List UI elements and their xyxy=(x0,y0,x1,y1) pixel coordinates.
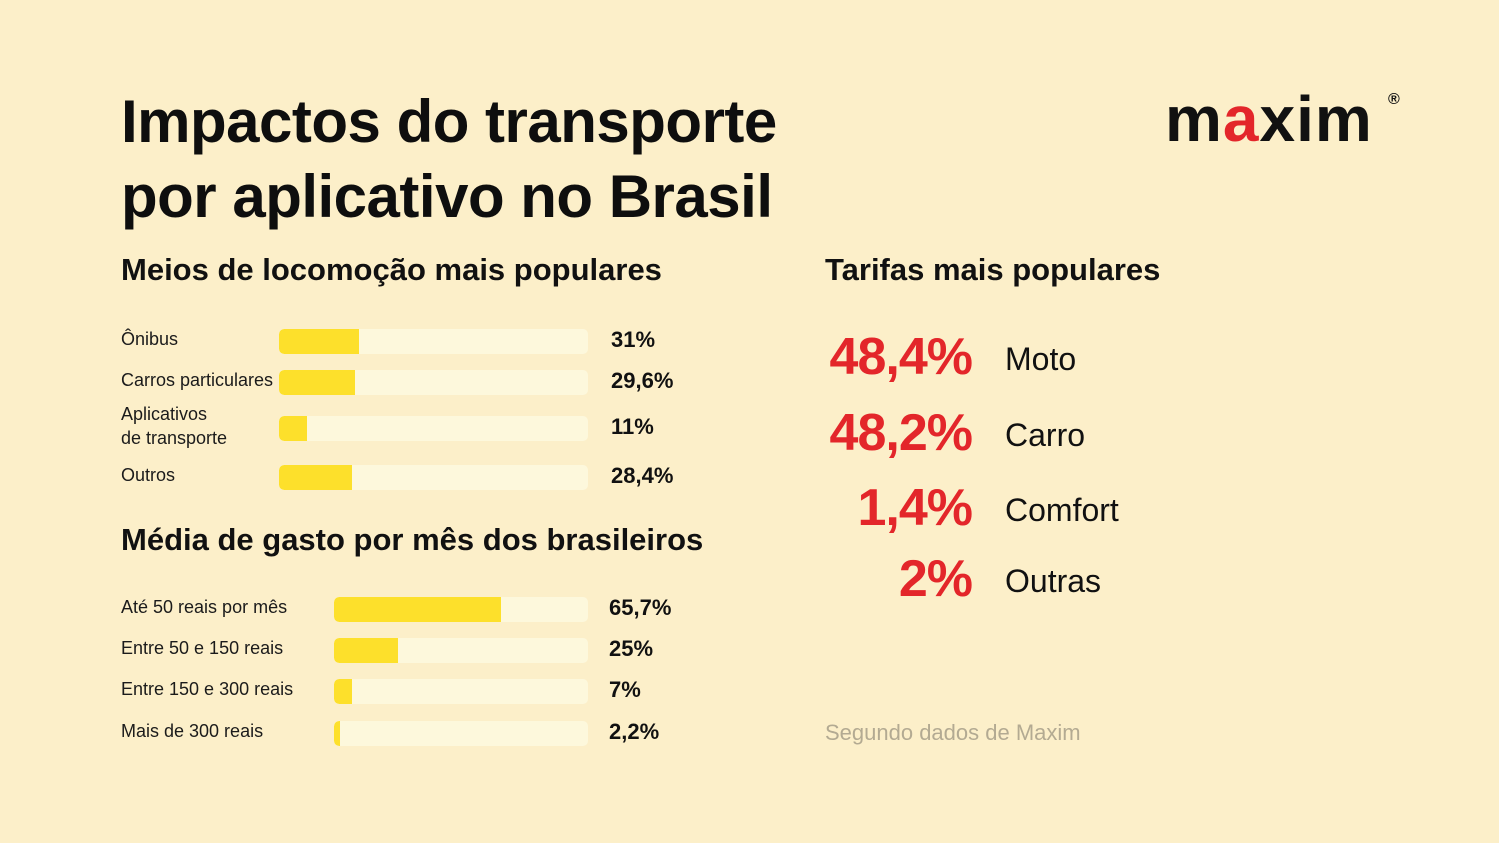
page-title: Impactos do transporte por aplicativo no… xyxy=(121,84,777,234)
logo-letter: m xyxy=(1165,83,1223,155)
spending-category-label-line: Entre 150 e 300 reais xyxy=(121,679,294,699)
spending-category-label-line: Até 50 reais por mês xyxy=(121,597,288,617)
spending-category-label-line: Mais de 300 reais xyxy=(121,721,264,741)
logo-letter: m xyxy=(1315,83,1373,155)
spending-bar-track xyxy=(334,597,588,622)
tariff-label: Carro xyxy=(1005,417,1086,453)
spending-category-label: Mais de 300 reais xyxy=(121,719,263,743)
tariffs-title: Tarifas mais populares xyxy=(825,252,1161,287)
source-note: Segundo dados de Maxim xyxy=(825,720,1081,745)
transport-bar xyxy=(279,329,359,354)
spending-bar xyxy=(334,638,398,663)
transport-category-label: Outros xyxy=(121,463,175,487)
transport-category-label: Carros particulares xyxy=(121,368,273,392)
spending-value-label: 65,7% xyxy=(609,595,672,620)
spending-bar xyxy=(334,597,501,622)
logo-letter: i xyxy=(1296,83,1315,155)
transport-value-label: 29,6% xyxy=(611,368,674,393)
transport-category-label: Aplicativos de transporte xyxy=(121,402,227,450)
spending-value-label: 7% xyxy=(609,677,641,702)
spending-value-label: 25% xyxy=(609,636,654,661)
spending-bar xyxy=(334,679,352,704)
maxim-logo: maxim ® xyxy=(1165,83,1400,155)
logo-letter: x xyxy=(1260,83,1297,155)
transport-bar-track xyxy=(279,465,588,490)
spending-category-label: Entre 50 e 150 reais xyxy=(121,636,283,660)
spending-bar-track xyxy=(334,679,588,704)
logo-letter: a xyxy=(1223,83,1260,155)
spending-category-label: Até 50 reais por mês xyxy=(121,595,287,619)
tariff-percent: 2% xyxy=(898,550,973,608)
transport-bar-track xyxy=(279,370,588,395)
transport-category-label: Ônibus xyxy=(121,327,178,351)
spending-category-label-line: Entre 50 e 150 reais xyxy=(121,638,284,658)
transport-category-label-line: Aplicativos xyxy=(121,404,208,424)
transport-bar-track xyxy=(279,329,588,354)
spending-bar-track xyxy=(334,638,588,663)
logo-wordmark: maxim xyxy=(1165,83,1373,155)
transport-bar xyxy=(279,416,308,441)
chart1-title: Meios de locomoção mais populares xyxy=(121,252,662,287)
tariff-percent: 48,4% xyxy=(829,328,973,386)
title-line-2: por aplicativo no Brasil xyxy=(121,163,773,230)
tariff-percent: 48,2% xyxy=(829,404,973,462)
transport-bar xyxy=(279,465,353,490)
transport-bar xyxy=(279,370,356,395)
chart2-title: Média de gasto por mês dos brasileiros xyxy=(121,522,704,557)
tariff-label: Outras xyxy=(1005,563,1102,599)
transport-value-label: 11% xyxy=(611,414,654,439)
transport-bar-track xyxy=(279,416,588,441)
spending-bar-track xyxy=(334,721,588,746)
transport-category-label-line: Ônibus xyxy=(121,329,179,349)
transport-category-label-line: Outros xyxy=(121,465,176,485)
spending-bar xyxy=(334,721,340,746)
logo-registered-mark: ® xyxy=(1388,91,1400,108)
transport-category-label-line: de transporte xyxy=(121,428,228,448)
tariff-label: Comfort xyxy=(1005,492,1119,528)
title-line-1: Impactos do transporte xyxy=(121,88,777,155)
spending-category-label: Entre 150 e 300 reais xyxy=(121,677,293,701)
transport-value-label: 31% xyxy=(611,327,656,352)
transport-category-label-line: Carros particulares xyxy=(121,370,274,390)
spending-value-label: 2,2% xyxy=(609,719,660,744)
tariff-percent: 1,4% xyxy=(857,479,973,537)
transport-value-label: 28,4% xyxy=(611,463,674,488)
tariff-label: Moto xyxy=(1005,341,1077,377)
